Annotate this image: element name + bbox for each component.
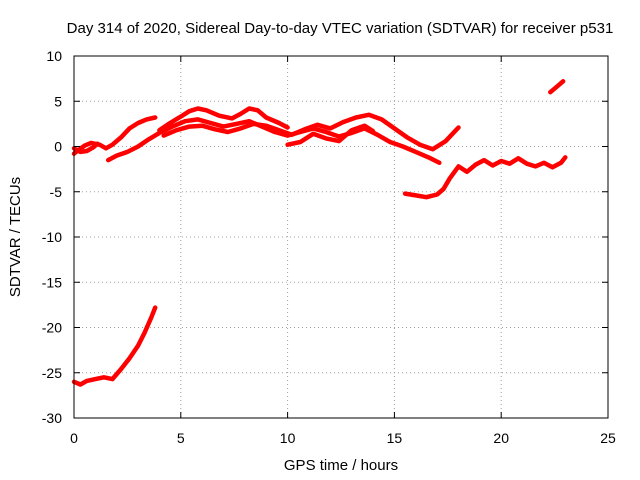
x-tick-label: 5 [177,430,185,446]
series-trace-d [157,106,290,133]
chart-title: Day 314 of 2020, Sidereal Day-to-day VTE… [67,20,614,37]
y-tick-label: -10 [42,229,62,245]
axis-ticks: 0 5 10 15 20 25 -30 -25 -20 -15 -10 -5 0 5 10 [42,48,616,446]
y-tick-label: -5 [50,184,63,200]
series-trace-i [71,305,158,387]
grid-lines [74,56,608,418]
series-trace-g [402,155,568,200]
x-tick-label: 10 [280,430,296,446]
series-trace-e [161,112,461,152]
y-tick-label: -15 [42,274,62,290]
y-tick-label: -20 [42,320,62,336]
y-tick-label: 10 [46,48,62,64]
series-trace-c [105,117,442,166]
x-axis-label: GPS time / hours [284,457,398,474]
series-layer [71,79,568,387]
y-tick-label: -30 [42,410,62,426]
series-trace-b [71,141,100,155]
y-tick-label: 5 [54,93,62,109]
series-trace-h [548,79,566,95]
x-tick-label: 15 [387,430,403,446]
y-axis-label: SDTVAR / TECUs [7,177,24,297]
y-tick-label: 0 [54,139,62,155]
series-trace-f [285,123,376,147]
x-tick-label: 20 [493,430,509,446]
y-tick-label: -25 [42,365,62,381]
x-tick-label: 25 [600,430,616,446]
x-tick-label: 0 [70,430,78,446]
series-trace-a [71,115,158,156]
